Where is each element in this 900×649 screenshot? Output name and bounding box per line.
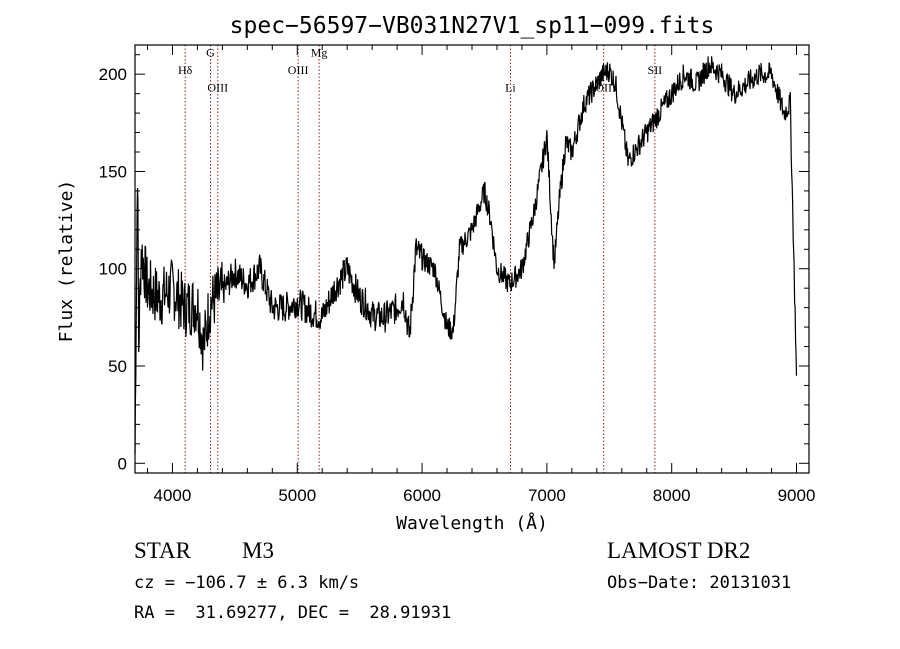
line-marker-label: Li [505, 81, 516, 95]
x-tick-label: 7000 [528, 486, 566, 505]
y-tick-label: 150 [99, 162, 127, 181]
ra-dec-coordinates: RA = 31.69277, DEC = 28.91931 [134, 603, 452, 623]
x-tick-label: 4000 [154, 486, 192, 505]
spectrum-series-line [134, 56, 798, 455]
survey-name: LAMOST DR2 [607, 538, 751, 563]
y-tick-label: 50 [108, 357, 127, 376]
x-tick-label: 9000 [778, 486, 816, 505]
y-tick-label: 0 [118, 454, 127, 473]
x-tick-label: 6000 [403, 486, 441, 505]
x-tick-label: 8000 [653, 486, 691, 505]
redshift-cz: cz = −106.7 ± 6.3 km/s [134, 573, 360, 593]
y-axis-label: Flux (relative) [56, 180, 77, 343]
line-marker-label: G [206, 46, 215, 60]
axis-ticks: 4000 5000 6000 7000 8000 9000 0 50 100 150 200 [99, 45, 816, 505]
observation-date: Obs−Date: 20131031 [607, 573, 792, 593]
x-axis-label: Wavelength (Å) [396, 512, 548, 534]
y-tick-label: 100 [99, 260, 127, 279]
line-marker-label: Mg [311, 46, 328, 60]
line-marker-label: OIII [288, 63, 309, 77]
object-class: STAR [134, 538, 191, 563]
y-tick-label: 200 [99, 65, 127, 84]
plot-frame [134, 44, 810, 474]
x-tick-label: 5000 [278, 486, 316, 505]
line-marker-label: SII [648, 63, 663, 77]
spectral-subclass: M3 [242, 538, 274, 563]
line-marker-label: OIII [207, 81, 228, 95]
line-marker-label: Hδ [178, 63, 193, 77]
chart-title: spec−56597−VB031N27V1_sp11−099.fits [230, 13, 715, 39]
